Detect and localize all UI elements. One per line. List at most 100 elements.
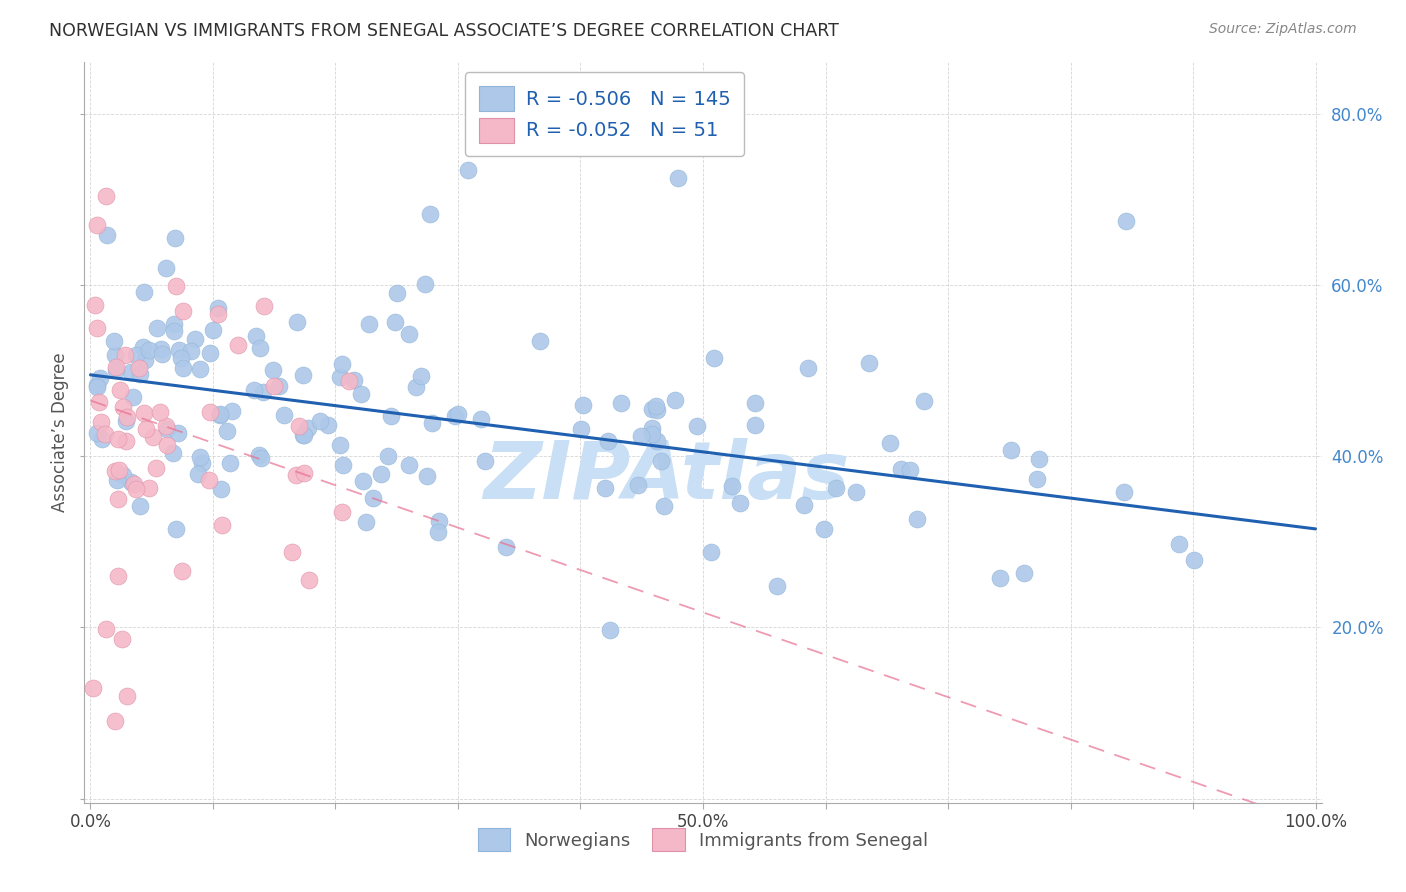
Point xyxy=(380,409,402,424)
Point xyxy=(129,368,152,382)
Point xyxy=(1012,566,1035,580)
Point xyxy=(416,469,439,483)
Point xyxy=(150,342,173,356)
Point xyxy=(156,438,179,452)
Point xyxy=(108,463,131,477)
Point xyxy=(405,380,427,394)
Point xyxy=(120,364,142,378)
Point xyxy=(640,421,662,435)
Point xyxy=(413,277,436,291)
Point xyxy=(198,473,221,487)
Y-axis label: Associate’s Degree: Associate’s Degree xyxy=(51,353,69,512)
Point xyxy=(427,524,450,539)
Point xyxy=(845,485,868,500)
Point xyxy=(419,206,441,220)
Point xyxy=(128,499,150,513)
Point xyxy=(163,324,186,338)
Point xyxy=(1168,537,1191,551)
Point xyxy=(292,427,315,442)
Point xyxy=(292,428,315,442)
Legend: Norwegians, Immigrants from Senegal: Norwegians, Immigrants from Senegal xyxy=(468,819,938,861)
Point xyxy=(253,300,276,314)
Point xyxy=(132,406,155,420)
Point xyxy=(207,307,229,321)
Point xyxy=(668,171,690,186)
Point xyxy=(281,545,304,559)
Point xyxy=(107,491,129,506)
Point xyxy=(167,425,190,440)
Point xyxy=(641,426,664,441)
Point xyxy=(134,285,156,300)
Point xyxy=(104,714,127,729)
Point xyxy=(191,456,214,470)
Point xyxy=(343,372,366,386)
Point xyxy=(330,505,353,519)
Text: ZIPAtlas: ZIPAtlas xyxy=(482,438,849,516)
Point xyxy=(1028,452,1050,467)
Point xyxy=(879,436,901,450)
Point xyxy=(86,218,108,232)
Point xyxy=(188,450,211,464)
Point xyxy=(209,483,232,497)
Point xyxy=(89,395,111,409)
Point xyxy=(226,338,249,352)
Point xyxy=(664,393,686,408)
Point xyxy=(114,414,136,428)
Point xyxy=(898,463,921,477)
Point xyxy=(645,399,668,413)
Point xyxy=(165,278,187,293)
Point xyxy=(720,479,742,493)
Point xyxy=(211,518,233,533)
Point xyxy=(797,361,820,376)
Point xyxy=(120,475,142,489)
Point xyxy=(84,298,107,312)
Point xyxy=(824,481,846,495)
Point xyxy=(115,689,138,703)
Point xyxy=(165,522,187,536)
Point xyxy=(207,301,229,315)
Point xyxy=(427,514,450,528)
Point xyxy=(142,429,165,443)
Point xyxy=(263,378,285,392)
Point xyxy=(420,416,443,430)
Point xyxy=(318,418,340,433)
Point xyxy=(170,351,193,366)
Point xyxy=(155,260,177,275)
Point xyxy=(135,421,157,435)
Point xyxy=(90,432,112,446)
Point xyxy=(262,363,284,377)
Point xyxy=(813,522,835,536)
Point xyxy=(370,467,392,481)
Point xyxy=(86,320,108,334)
Point xyxy=(201,323,224,337)
Point xyxy=(569,422,592,436)
Point xyxy=(285,467,308,482)
Point xyxy=(572,398,595,412)
Point xyxy=(332,458,354,472)
Point xyxy=(728,496,751,510)
Point xyxy=(744,396,766,410)
Point xyxy=(221,404,243,418)
Point xyxy=(111,401,134,415)
Point xyxy=(172,303,194,318)
Point xyxy=(249,341,271,355)
Point xyxy=(297,421,319,435)
Point xyxy=(252,385,274,400)
Point xyxy=(167,343,190,358)
Point xyxy=(155,419,177,434)
Point xyxy=(385,286,408,301)
Point xyxy=(457,163,479,178)
Point xyxy=(172,564,194,578)
Point xyxy=(162,446,184,460)
Point xyxy=(115,409,138,424)
Point xyxy=(208,407,231,421)
Point xyxy=(111,632,134,647)
Text: NORWEGIAN VS IMMIGRANTS FROM SENEGAL ASSOCIATE’S DEGREE CORRELATION CHART: NORWEGIAN VS IMMIGRANTS FROM SENEGAL ASS… xyxy=(49,22,839,40)
Point xyxy=(332,357,354,371)
Point xyxy=(138,481,160,495)
Point xyxy=(198,405,221,419)
Point xyxy=(128,360,150,375)
Point xyxy=(329,370,352,384)
Point xyxy=(650,454,672,468)
Point xyxy=(329,438,352,452)
